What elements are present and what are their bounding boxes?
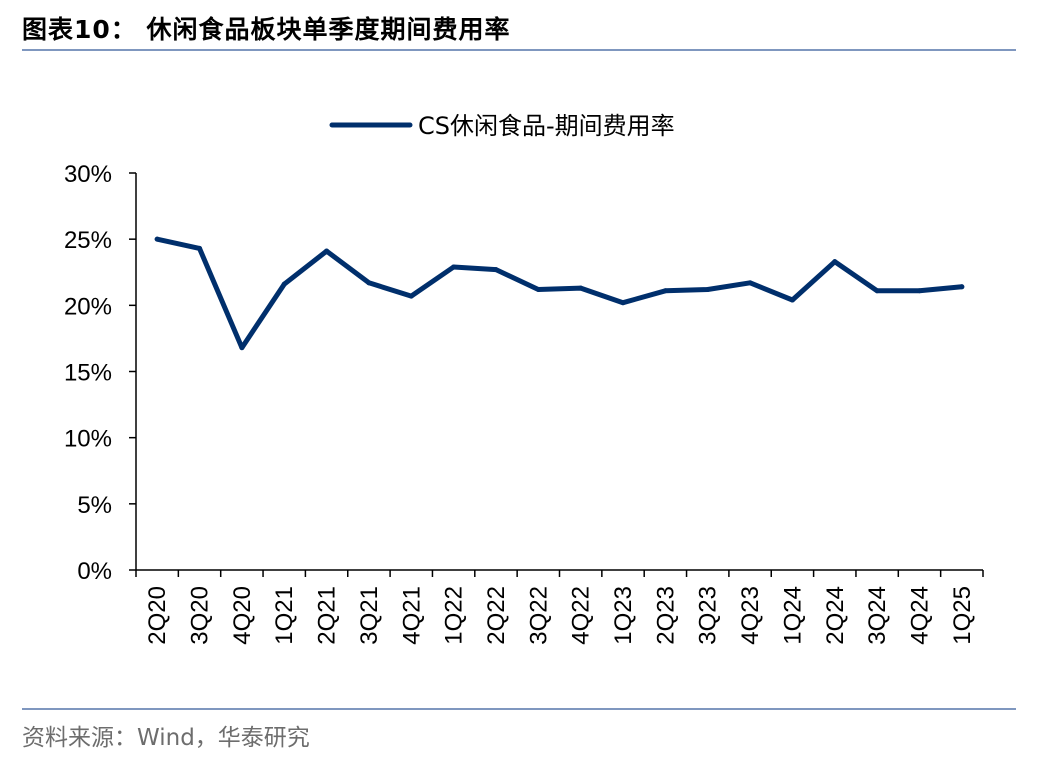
data-point — [281, 281, 287, 287]
data-point — [154, 236, 160, 242]
x-tick-label: 1Q25 — [949, 586, 976, 645]
x-tick-label: 2Q20 — [144, 586, 171, 645]
data-point — [324, 248, 330, 254]
y-tick-label: 0% — [77, 558, 112, 585]
x-tick-label: 1Q21 — [271, 586, 298, 645]
x-tick-label: 4Q24 — [906, 586, 933, 645]
y-tick-label: 25% — [64, 227, 112, 254]
y-tick-label: 30% — [64, 161, 112, 188]
source-note: 资料来源：Wind，华泰研究 — [22, 725, 310, 751]
data-point — [832, 259, 838, 265]
x-tick-label: 1Q22 — [441, 586, 468, 645]
data-point — [620, 300, 626, 306]
legend-label: CS休闲食品-期间费用率 — [418, 112, 675, 140]
y-tick-label: 10% — [64, 426, 112, 453]
y-tick-label: 15% — [64, 360, 112, 387]
x-tick-label: 2Q24 — [822, 586, 849, 645]
y-tick-label: 5% — [77, 492, 112, 519]
x-tick-label: 4Q20 — [229, 586, 256, 645]
x-tick-label: 3Q20 — [187, 586, 214, 645]
x-tick-label: 1Q24 — [779, 586, 806, 645]
x-tick-label: 3Q23 — [695, 586, 722, 645]
x-tick-label: 4Q21 — [398, 586, 425, 645]
data-point — [578, 285, 584, 291]
x-tick-label: 2Q23 — [652, 586, 679, 645]
data-point — [959, 284, 965, 290]
series-line — [154, 236, 965, 351]
x-tick-label: 3Q22 — [525, 586, 552, 645]
x-tick-label: 2Q21 — [314, 586, 341, 645]
data-point — [789, 297, 795, 303]
x-tick-label: 3Q24 — [864, 586, 891, 645]
data-point — [197, 245, 203, 251]
y-axis: 0% 5% 10% 15% 20% 25% 30% — [64, 161, 137, 585]
data-point — [662, 288, 668, 294]
figure-title: 图表10： 休闲食品板块单季度期间费用率 — [22, 15, 511, 44]
data-point — [408, 293, 414, 299]
x-axis: 2Q20 3Q20 4Q20 1Q21 2Q21 3Q21 4Q21 1Q22 2Q22 3Q22… — [135, 569, 984, 645]
data-point — [705, 286, 711, 292]
x-tick-label: 1Q23 — [610, 586, 637, 645]
data-point — [451, 264, 457, 270]
source-divider — [22, 708, 1016, 710]
data-point — [366, 280, 372, 286]
x-tick-label: 4Q23 — [737, 586, 764, 645]
legend: CS休闲食品-期间费用率 — [329, 112, 675, 140]
data-point — [239, 345, 245, 351]
data-point — [916, 288, 922, 294]
y-tick-label: 20% — [64, 293, 112, 320]
plot-area — [154, 236, 965, 351]
x-tick-label: 3Q21 — [356, 586, 383, 645]
x-tick-label: 4Q22 — [568, 586, 595, 645]
x-tick-label: 2Q22 — [483, 586, 510, 645]
data-point — [747, 280, 753, 286]
data-point — [493, 267, 499, 273]
title-divider — [22, 49, 1016, 51]
data-point — [535, 286, 541, 292]
data-point — [874, 288, 880, 294]
